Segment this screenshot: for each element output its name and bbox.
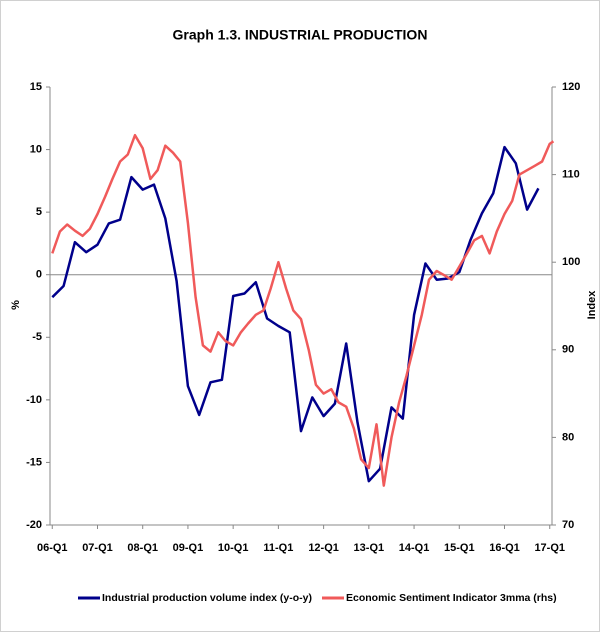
y2-tick-label: 90: [562, 344, 574, 356]
legend-label: Economic Sentiment Indicator 3mma (rhs): [346, 592, 557, 604]
y2-tick-label: 80: [562, 431, 574, 443]
x-tick-label: 06-Q1: [37, 542, 68, 554]
y2-tick-label: 100: [562, 256, 580, 268]
y2-tick-label: 110: [562, 169, 580, 181]
x-tick-label: 10-Q1: [218, 542, 249, 554]
x-tick-label: 09-Q1: [173, 542, 204, 554]
y-tick-label: 0: [36, 269, 42, 281]
x-tick-label: 14-Q1: [399, 542, 430, 554]
y-tick-label: -5: [32, 331, 42, 343]
x-tick-label: 12-Q1: [308, 542, 339, 554]
y-tick-label: -20: [26, 519, 42, 531]
series-line: [51, 145, 540, 483]
x-tick-label: 11-Q1: [263, 542, 293, 554]
x-tick-label: 08-Q1: [127, 542, 158, 554]
x-tick-label: 15-Q1: [444, 542, 475, 554]
y2-tick-label: 70: [562, 519, 574, 531]
legend-label: Industrial production volume index (y-o-…: [102, 592, 312, 604]
x-tick-label: 16-Q1: [489, 542, 520, 554]
y-tick-label: 5: [36, 206, 42, 218]
x-tick-label: 13-Q1: [354, 542, 385, 554]
series-line: [51, 133, 555, 487]
chart-title: Graph 1.3. INDUSTRIAL PRODUCTION: [173, 27, 428, 43]
y2-tick-label: 120: [562, 81, 580, 93]
x-tick-label: 07-Q1: [82, 542, 113, 554]
y-tick-label: -15: [26, 456, 42, 468]
x-tick-label: 17-Q1: [534, 542, 565, 554]
y-axis-label: %: [10, 300, 22, 310]
y-tick-label: -10: [26, 394, 42, 406]
y2-axis-label: Index: [586, 290, 598, 320]
y-tick-label: 15: [30, 81, 42, 93]
y-tick-label: 10: [30, 143, 42, 155]
